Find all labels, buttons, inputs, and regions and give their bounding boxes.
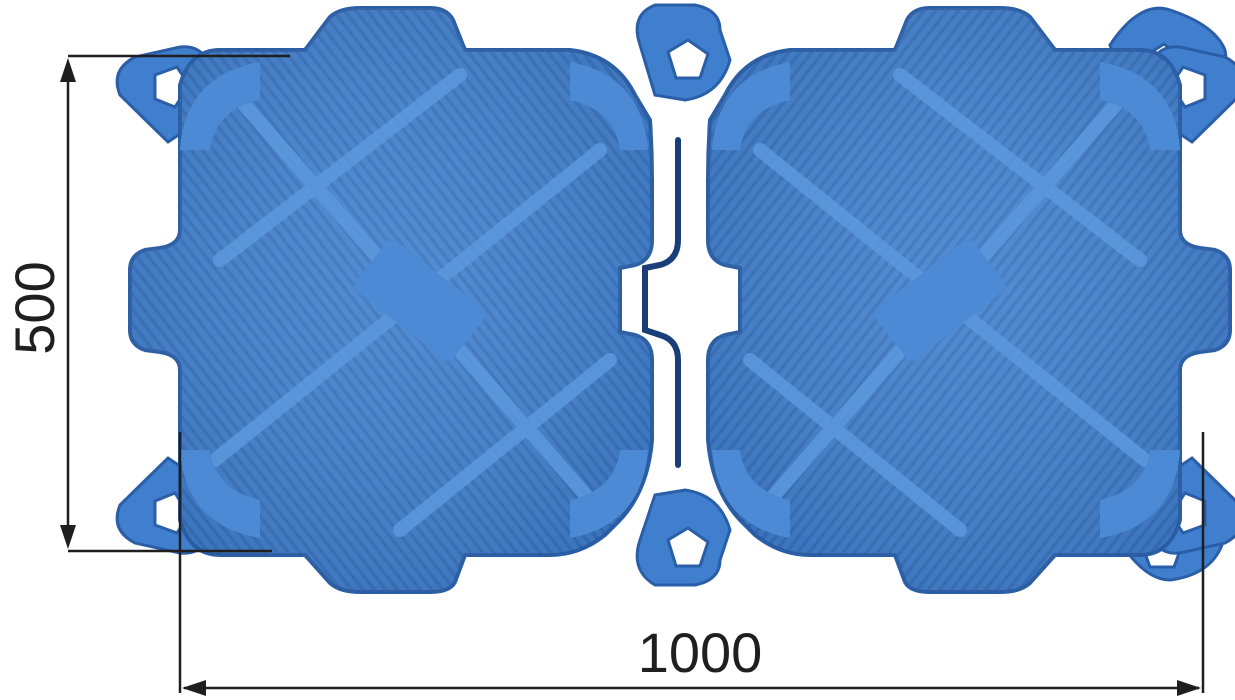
mooring-lug-bottom-middle — [635, 488, 732, 587]
height-label: 500 — [3, 261, 66, 354]
width-label: 1000 — [638, 621, 763, 684]
dimension-arrow-icon — [60, 525, 76, 549]
mooring-lug-top-middle — [635, 3, 732, 102]
dimension-arrow-icon — [1177, 680, 1201, 696]
height-dimension: 500 — [3, 54, 290, 553]
pontoon-cube-right — [708, 8, 1235, 592]
dimension-arrow-icon — [60, 58, 76, 82]
pontoon-cube-left — [117, 8, 652, 592]
dimension-arrow-icon — [182, 680, 206, 696]
width-dimension: 1000 — [178, 432, 1205, 696]
joint-seam — [642, 137, 681, 468]
